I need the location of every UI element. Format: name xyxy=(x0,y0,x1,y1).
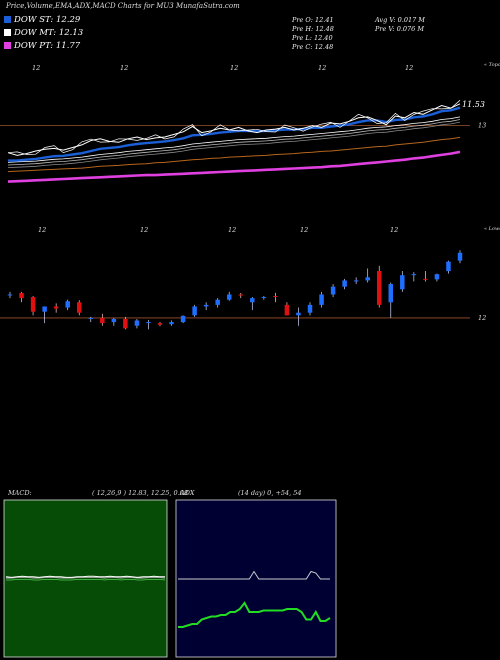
adx-params: (14 day) 0, +54, 54 xyxy=(238,489,302,497)
price-ema-panel: 12 12 12 12 12 12 12 12 12 12 « Topo 13 11.53 xyxy=(0,62,500,234)
adx-line xyxy=(178,570,330,580)
candle-reference-label: 12 xyxy=(478,314,486,322)
candle-body xyxy=(192,306,197,316)
bottom-date-label: 12 xyxy=(228,226,236,234)
macd-signal-line xyxy=(6,576,166,579)
legend-dow-st: DOW ST: 12.29 xyxy=(4,15,80,25)
candle-body xyxy=(388,284,394,303)
candle-body xyxy=(411,274,417,276)
bottom-date-label: 12 xyxy=(38,226,46,234)
candle-body xyxy=(296,312,301,316)
candle-body xyxy=(319,294,324,305)
macd-histogram-line xyxy=(6,579,166,581)
legend-dow-st-label: DOW ST: 12.29 xyxy=(14,15,81,25)
candlestick-panel: « Lowes 12 xyxy=(0,226,500,330)
candle-body xyxy=(457,252,463,261)
top-right-marker: « Topo xyxy=(484,62,500,68)
candle-body xyxy=(261,297,267,299)
bottom-date-label: 12 xyxy=(140,226,148,234)
bottom-date-label: 12 xyxy=(390,226,398,234)
candle-body xyxy=(250,298,255,303)
candle-body xyxy=(146,322,151,324)
stat-pre-low: Pre L: 12.40 xyxy=(292,34,333,42)
candle-body xyxy=(226,294,232,300)
stat-pre-volume: Pre V: 0.076 M xyxy=(375,25,425,33)
candle-body xyxy=(203,304,209,307)
candle-body xyxy=(88,317,94,319)
stat-pre-close: Pre C: 12.48 xyxy=(292,43,334,51)
stat-avg-volume: Avg V: 0.017 M xyxy=(375,16,425,24)
candle-body xyxy=(434,274,440,280)
lowes-marker: « Lowes xyxy=(484,226,500,232)
candle-body xyxy=(365,277,370,281)
stat-pre-open: Pre O: 12.41 xyxy=(292,16,334,24)
plus-di-line xyxy=(178,601,331,628)
candle-body xyxy=(307,304,313,313)
chart-header-title: Price,Volume,EMA,ADX,MACD Charts for MU3… xyxy=(6,2,240,10)
macd-line xyxy=(5,575,165,578)
candle-body xyxy=(30,297,36,312)
top-date-label: 12 xyxy=(32,64,40,72)
candle-body xyxy=(111,318,117,323)
legend-swatch-blue xyxy=(4,16,11,23)
candle-body xyxy=(169,322,174,325)
candle-body xyxy=(353,280,359,282)
candle-body xyxy=(376,271,382,305)
legend-swatch-magenta xyxy=(4,42,11,49)
candle-body xyxy=(238,294,244,296)
macd-panel: MACD: ( 12,26,9 ) 12.83, 12.25, 0.08 xyxy=(3,489,188,658)
candle-body xyxy=(42,306,47,312)
candle-body xyxy=(342,280,347,287)
macd-title: MACD: xyxy=(7,489,32,497)
candle-body xyxy=(65,301,70,308)
legend-dow-mt: DOW MT: 12.13 xyxy=(4,28,83,38)
macd-params: ( 12,26,9 ) 12.83, 12.25, 0.08 xyxy=(92,489,188,497)
reference-level-label: 13 xyxy=(478,122,486,130)
candle-body xyxy=(215,299,220,305)
candle-body xyxy=(76,302,82,313)
candle-body xyxy=(157,323,163,325)
ema-long-line xyxy=(7,136,461,173)
top-date-label: 12 xyxy=(405,64,413,72)
candle-body xyxy=(19,292,24,299)
close-dotted-line xyxy=(7,100,461,155)
candle-body xyxy=(446,261,451,272)
bottom-date-label: 12 xyxy=(300,226,308,234)
ema-pt-line xyxy=(7,150,461,183)
ema-st-line xyxy=(8,106,461,162)
candle-body xyxy=(100,317,105,324)
current-price-label: 11.53 xyxy=(462,100,485,109)
candle-body xyxy=(284,304,290,316)
close-price-line xyxy=(7,103,461,156)
candle-body xyxy=(330,286,336,295)
candle-body xyxy=(134,320,140,326)
adx-title: ADX xyxy=(179,489,195,497)
legend-dow-mt-label: DOW MT: 12.13 xyxy=(14,28,84,38)
stat-pre-high: Pre H: 12.48 xyxy=(292,25,334,33)
ema-mt-line xyxy=(7,119,461,166)
legend-dow-pt: DOW PT: 11.77 xyxy=(4,41,80,51)
legend-swatch-white xyxy=(4,29,11,36)
candle-body xyxy=(180,315,186,323)
candle-body xyxy=(400,275,405,290)
adx-panel: ADX (14 day) 0, +54, 54 xyxy=(175,489,337,658)
legend-dow-pt-label: DOW PT: 11.77 xyxy=(14,41,81,51)
ema-mt-lower-line xyxy=(7,121,461,168)
candle-body xyxy=(423,278,428,280)
candle-body xyxy=(273,296,278,298)
top-date-label: 12 xyxy=(230,64,238,72)
top-date-label: 12 xyxy=(120,64,128,72)
ema-mt-upper-line xyxy=(7,116,461,163)
top-date-label: 12 xyxy=(318,64,326,72)
candle-body xyxy=(123,318,128,329)
candle-body xyxy=(53,306,59,309)
candle-body xyxy=(7,294,13,296)
